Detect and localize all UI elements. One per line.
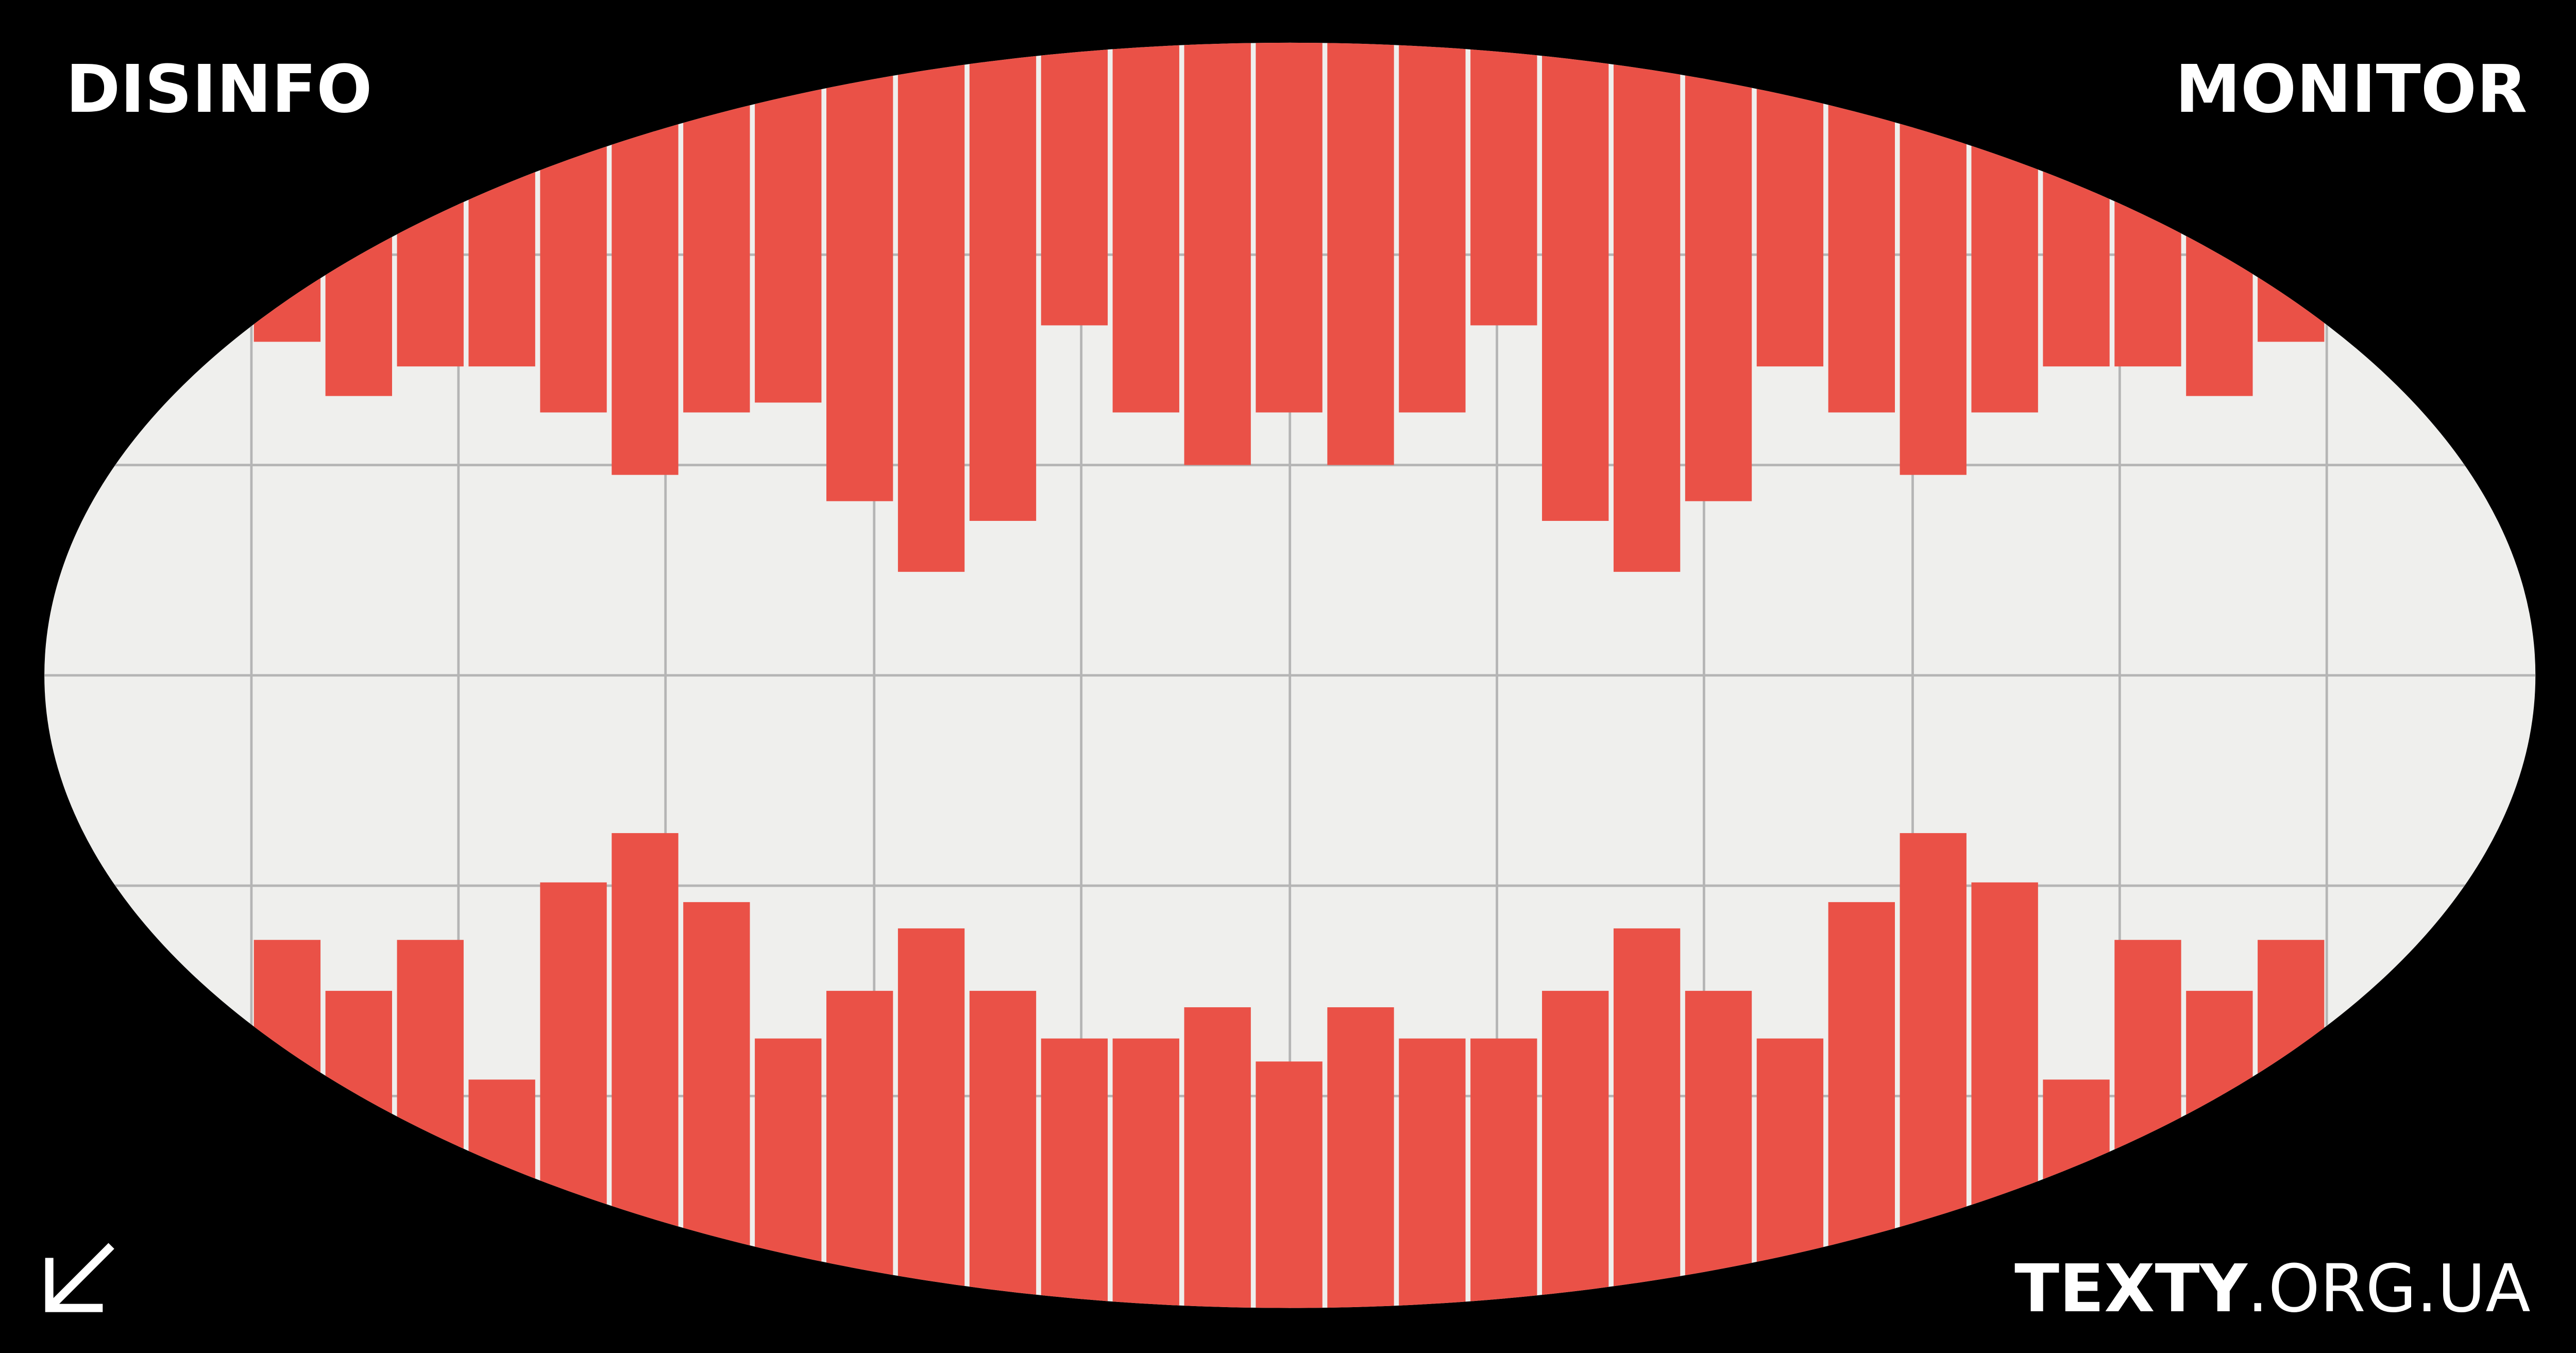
bar-bottom	[1327, 1007, 1394, 1308]
bar-top	[1685, 42, 1752, 501]
bar-bottom	[1399, 1038, 1466, 1308]
bar-bottom	[1685, 991, 1752, 1308]
bar-top	[1256, 42, 1323, 413]
domain: .ORG.UA	[2247, 1251, 2531, 1327]
bar-top	[1542, 42, 1609, 521]
header-left: DISINFO	[66, 52, 372, 128]
bar-top	[1184, 42, 1251, 465]
bar-top	[1613, 42, 1681, 572]
bar-bottom	[826, 991, 893, 1308]
footer-logo: TEXTY.ORG.UA	[2014, 1251, 2531, 1327]
bar-bottom	[969, 991, 1037, 1308]
bar-top	[897, 42, 965, 572]
bar-top	[826, 42, 893, 501]
arrow-icon	[45, 1243, 114, 1312]
bar-bottom	[1184, 1007, 1251, 1308]
bar-bottom	[1542, 991, 1609, 1308]
bar-bottom	[1613, 928, 1681, 1308]
bar-top	[755, 42, 822, 403]
bar-bottom	[1470, 1038, 1537, 1308]
bar-top	[1399, 42, 1466, 413]
bar-top	[1327, 42, 1394, 465]
header-right: MONITOR	[2175, 52, 2527, 128]
bar-bottom	[1112, 1038, 1179, 1308]
bar-top	[1112, 42, 1179, 413]
brand: TEXTY	[2014, 1251, 2248, 1327]
bar-top	[1041, 42, 1108, 326]
bar-bottom	[1041, 1038, 1108, 1308]
bar-top	[969, 42, 1037, 521]
bar-bottom	[897, 928, 965, 1308]
bar-bottom	[1256, 1061, 1323, 1308]
bar-top	[1470, 42, 1537, 326]
